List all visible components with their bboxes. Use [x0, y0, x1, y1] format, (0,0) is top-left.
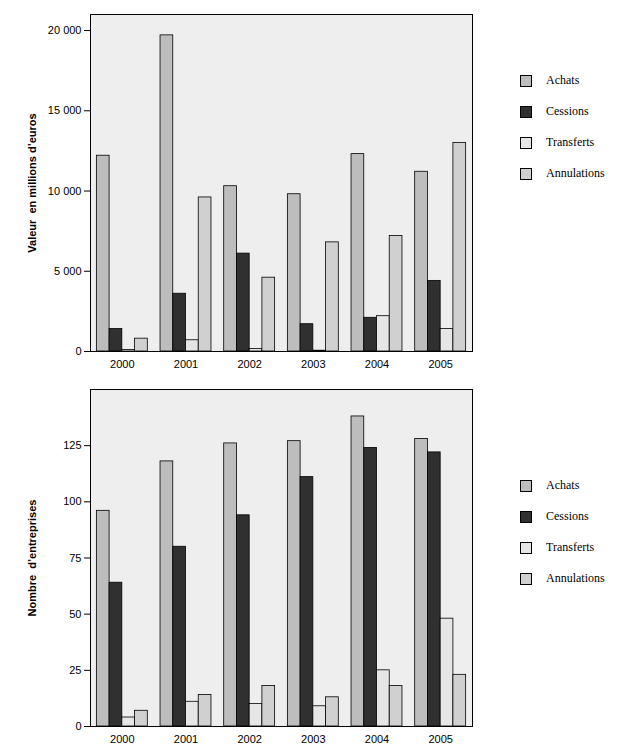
svg-text:2002: 2002 [237, 733, 261, 745]
html-text:Annulations: Annulations [546, 166, 605, 180]
html-text:Cessions: Cessions [546, 509, 589, 523]
svg-text:50: 50 [69, 608, 81, 620]
svg-text:25: 25 [69, 664, 81, 676]
svg-text:2005: 2005 [428, 358, 452, 370]
svg-text:2004: 2004 [365, 358, 389, 370]
html-text:Annulations: Annulations [546, 571, 605, 585]
svg-text:2001: 2001 [174, 733, 198, 745]
html-text:Transferts: Transferts [546, 135, 595, 149]
svg-text:20 000: 20 000 [48, 24, 82, 36]
svg-text:15 000: 15 000 [48, 104, 82, 116]
svg-text:Nombre d’entreprises: Nombre d’entreprises [26, 500, 38, 617]
svg-text:75: 75 [69, 552, 81, 564]
svg-text:0: 0 [75, 345, 81, 357]
svg-text:2005: 2005 [428, 733, 452, 745]
svg-text:5 000: 5 000 [54, 265, 82, 277]
svg-text:2000: 2000 [110, 358, 134, 370]
svg-text:Valeur en millions d’euros: Valeur en millions d’euros [26, 113, 38, 252]
html-text:Cessions: Cessions [546, 104, 589, 118]
svg-text:125: 125 [63, 439, 81, 451]
svg-text:2002: 2002 [237, 358, 261, 370]
svg-text:0: 0 [75, 720, 81, 732]
svg-text:2004: 2004 [365, 733, 389, 745]
svg-text:2003: 2003 [301, 733, 325, 745]
svg-text:2003: 2003 [301, 358, 325, 370]
svg-text:100: 100 [63, 495, 81, 507]
svg-text:10 000: 10 000 [48, 185, 82, 197]
html-text:Transferts: Transferts [546, 540, 595, 554]
svg-text:2000: 2000 [110, 733, 134, 745]
html-text:Achats: Achats [546, 73, 580, 87]
svg-text:2001: 2001 [174, 358, 198, 370]
html-text:Achats: Achats [546, 478, 580, 492]
